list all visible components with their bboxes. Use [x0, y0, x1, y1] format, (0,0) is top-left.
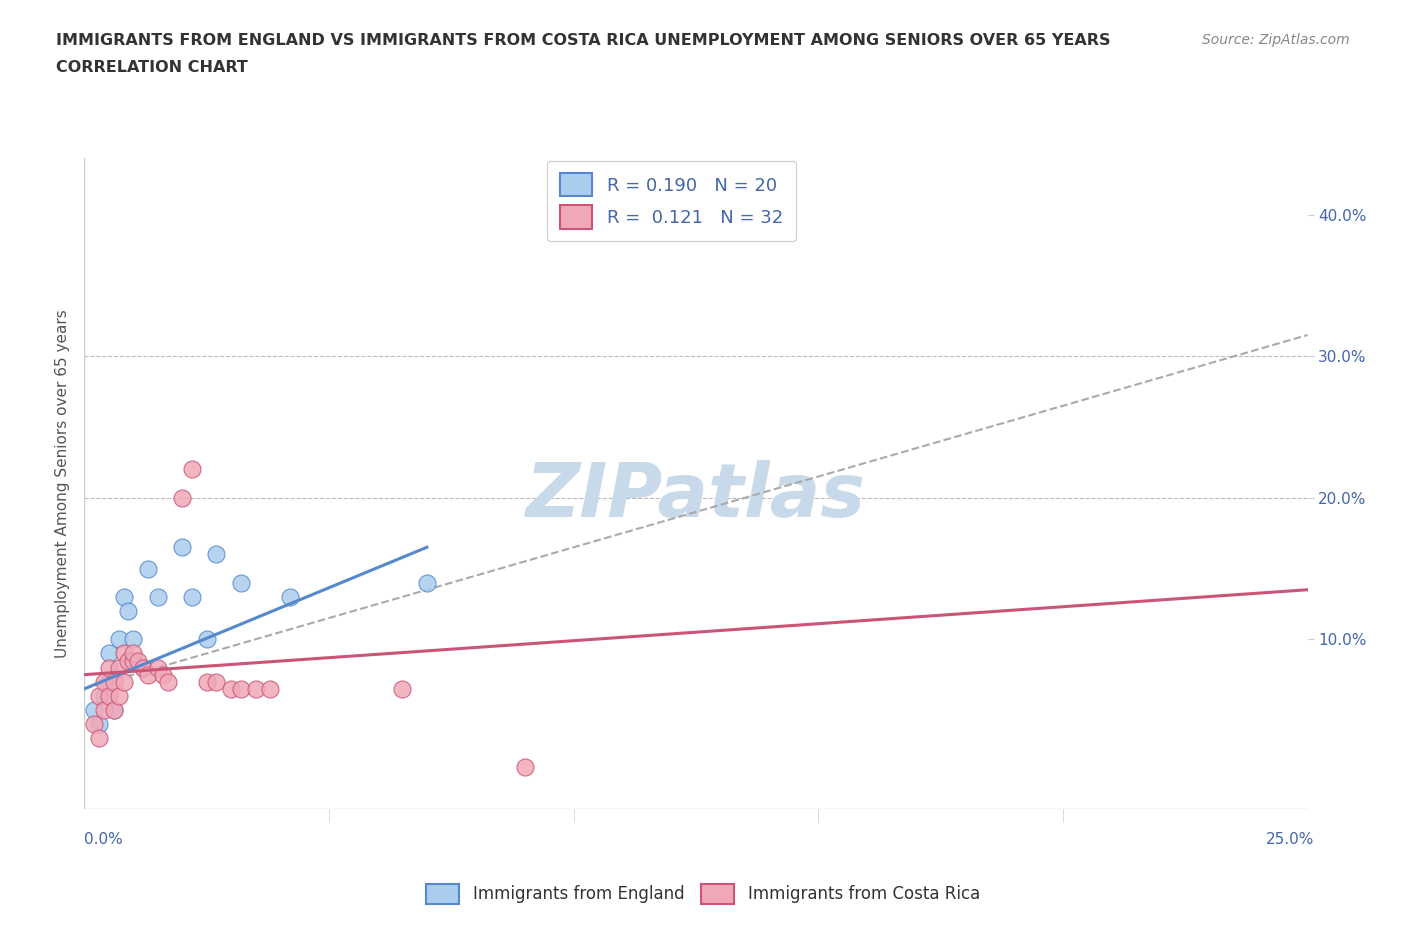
Text: Source: ZipAtlas.com: Source: ZipAtlas.com	[1202, 33, 1350, 46]
Point	[205, 547, 228, 562]
Text: ZIPatlas: ZIPatlas	[526, 460, 866, 533]
Point	[93, 702, 115, 717]
Text: 0.0%: 0.0%	[84, 832, 124, 847]
Point	[136, 667, 159, 682]
Point	[97, 674, 120, 689]
Point	[107, 631, 129, 646]
Point	[122, 646, 145, 661]
Point	[229, 682, 252, 697]
Point	[245, 682, 267, 697]
Point	[83, 702, 105, 717]
Point	[146, 590, 169, 604]
Point	[87, 731, 110, 746]
Point	[97, 646, 120, 661]
Text: CORRELATION CHART: CORRELATION CHART	[56, 60, 247, 75]
Point	[391, 682, 413, 697]
Point	[97, 688, 120, 703]
Y-axis label: Unemployment Among Seniors over 65 years: Unemployment Among Seniors over 65 years	[55, 309, 70, 658]
Point	[122, 631, 145, 646]
Point	[259, 682, 281, 697]
Point	[103, 674, 125, 689]
Point	[97, 660, 120, 675]
Point	[513, 759, 536, 774]
Point	[103, 702, 125, 717]
Point	[219, 682, 242, 697]
Point	[132, 660, 155, 675]
Point	[229, 576, 252, 591]
Legend: Immigrants from England, Immigrants from Costa Rica: Immigrants from England, Immigrants from…	[418, 875, 988, 912]
Point	[181, 462, 204, 477]
Point	[87, 717, 110, 732]
Point	[205, 674, 228, 689]
Point	[107, 688, 129, 703]
Point	[93, 674, 115, 689]
Point	[156, 674, 179, 689]
Point	[172, 490, 194, 505]
Point	[146, 660, 169, 675]
Point	[195, 674, 218, 689]
Point	[132, 660, 155, 675]
Point	[103, 702, 125, 717]
Point	[181, 590, 204, 604]
Point	[122, 653, 145, 668]
Point	[152, 667, 174, 682]
Legend: R = 0.190   N = 20, R =  0.121   N = 32: R = 0.190 N = 20, R = 0.121 N = 32	[547, 161, 796, 241]
Point	[117, 653, 139, 668]
Point	[136, 561, 159, 576]
Point	[93, 688, 115, 703]
Point	[83, 717, 105, 732]
Text: 25.0%: 25.0%	[1267, 832, 1315, 847]
Point	[117, 604, 139, 618]
Point	[107, 660, 129, 675]
Point	[87, 688, 110, 703]
Point	[112, 646, 135, 661]
Point	[112, 674, 135, 689]
Text: IMMIGRANTS FROM ENGLAND VS IMMIGRANTS FROM COSTA RICA UNEMPLOYMENT AMONG SENIORS: IMMIGRANTS FROM ENGLAND VS IMMIGRANTS FR…	[56, 33, 1111, 47]
Point	[278, 590, 301, 604]
Point	[172, 539, 194, 554]
Point	[195, 631, 218, 646]
Point	[127, 653, 149, 668]
Point	[416, 576, 439, 591]
Point	[112, 590, 135, 604]
